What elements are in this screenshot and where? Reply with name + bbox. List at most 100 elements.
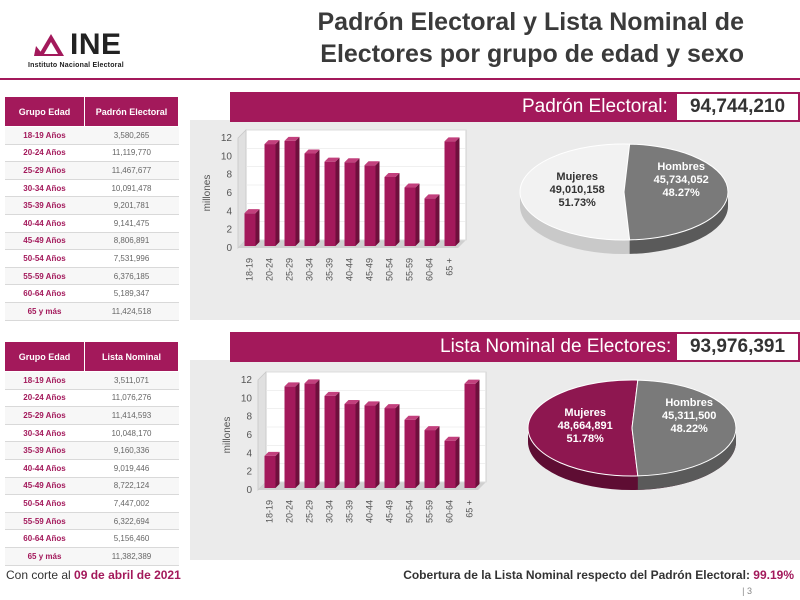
padron-table-body: 18-19 Años 3,580,265 20-24 Años 11,119,770 2… [4, 126, 179, 321]
value-cell: 11,467,677 [84, 161, 179, 180]
table-row: 25-29 Años 11,467,677 [4, 161, 179, 180]
y-tick-label: 6 [226, 188, 232, 199]
y-tick-label: 8 [226, 170, 232, 181]
coverage-label: Cobertura de la Lista Nominal respecto d… [403, 568, 750, 582]
x-tick-label: 35-39 [324, 258, 334, 281]
age-group-cell: 18-19 Años [4, 126, 85, 145]
bar-side [375, 161, 380, 246]
bar-side [255, 209, 260, 246]
age-group-cell: 18-19 Años [4, 371, 85, 390]
y-tick-label: 10 [221, 151, 233, 162]
x-tick-label: 20-24 [284, 500, 294, 523]
bar [324, 391, 340, 488]
bar [404, 415, 420, 488]
bar-front [244, 213, 256, 246]
value-cell: 11,424,518 [84, 302, 179, 321]
padron-band: Padrón Electoral: 94,744,210 [230, 92, 800, 122]
bar-side [415, 415, 420, 488]
bar-front [364, 405, 376, 488]
bar-front [264, 455, 276, 488]
bar-top [304, 149, 320, 154]
lista-table: Grupo Edad Lista Nominal 18-19 Años 3,511… [4, 341, 179, 566]
x-tick-label: 60-64 [444, 500, 454, 523]
value-cell: 8,722,124 [84, 477, 179, 496]
table-row: 55-59 Años 6,376,185 [4, 267, 179, 286]
pie-hombres-pct: 48.27% [663, 187, 701, 199]
y-tick-label: 2 [226, 225, 232, 236]
x-tick-label: 25-29 [304, 500, 314, 523]
lista-col-group: Grupo Edad [4, 341, 85, 372]
page-title: Padrón Electoral y Lista Nominal de Elec… [274, 6, 744, 70]
y-axis-label: millones [202, 175, 213, 212]
table-row: 20-24 Años 11,119,770 [4, 144, 179, 163]
age-group-cell: 40-44 Años [4, 214, 85, 233]
age-group-cell: 30-34 Años [4, 179, 85, 198]
bar-side [315, 149, 320, 246]
bar-front [344, 404, 356, 488]
age-group-cell: 35-39 Años [4, 441, 85, 460]
table-row: 55-59 Años 6,322,694 [4, 512, 179, 531]
value-cell: 11,119,770 [84, 144, 179, 163]
bar [244, 209, 260, 246]
age-group-cell: 50-54 Años [4, 494, 85, 513]
x-tick-label: 45-49 [364, 258, 374, 281]
table-row: 40-44 Años 9,019,446 [4, 459, 179, 478]
table-row: 40-44 Años 9,141,475 [4, 214, 179, 233]
x-tick-label: 50-54 [384, 258, 394, 281]
y-tick-label: 0 [226, 243, 232, 254]
x-tick-label: 65 + [444, 258, 454, 276]
bar-side [355, 400, 360, 488]
bar-top [424, 194, 440, 199]
bar-side [295, 382, 300, 488]
bar-front [404, 419, 416, 488]
x-tick-label: 55-59 [404, 258, 414, 281]
table-row: 18-19 Años 3,580,265 [4, 126, 179, 145]
lista-band-label: Lista Nominal de Electores: [440, 336, 672, 357]
bar-front [364, 165, 376, 246]
age-group-cell: 50-54 Años [4, 249, 85, 268]
age-group-cell: 25-29 Años [4, 406, 85, 425]
padron-col-group: Grupo Edad [4, 96, 85, 127]
age-group-cell: 25-29 Años [4, 161, 85, 180]
bar-top [464, 379, 480, 384]
padron-col-value: Padrón Electoral [84, 96, 179, 127]
bar-side [395, 172, 400, 246]
bar [264, 451, 280, 488]
x-tick-label: 30-34 [324, 500, 334, 523]
x-tick-label: 25-29 [284, 258, 294, 281]
bar [284, 136, 300, 246]
page-number: | 3 [742, 586, 752, 596]
bar-side [355, 158, 360, 246]
coverage-value: 99.19% [753, 568, 794, 582]
logo-subtitle: Instituto Nacional Electoral [28, 62, 124, 69]
header-divider [0, 78, 800, 80]
bar [364, 401, 380, 488]
bar-front [444, 440, 456, 488]
bar-side [295, 136, 300, 246]
value-cell: 5,189,347 [84, 284, 179, 303]
age-group-cell: 65 y más [4, 547, 85, 566]
padron-total: 94,744,210 [675, 92, 800, 122]
y-tick-label: 6 [246, 430, 252, 441]
bar-front [384, 176, 396, 246]
value-cell: 5,156,460 [84, 529, 179, 548]
bar [424, 194, 440, 246]
bar [444, 137, 460, 246]
age-group-cell: 65 y más [4, 302, 85, 321]
bar-front [344, 162, 356, 246]
y-axis-label: millones [222, 417, 233, 454]
value-cell: 11,076,276 [84, 389, 179, 408]
bar [344, 400, 360, 488]
bar-front [424, 198, 436, 246]
value-cell: 3,511,071 [84, 371, 179, 390]
table-row: 65 y más 11,382,389 [4, 547, 179, 566]
age-group-cell: 20-24 Años [4, 144, 85, 163]
pie-hombres-label: Hombres [657, 161, 705, 173]
bar-top [364, 401, 380, 406]
value-cell: 9,201,781 [84, 196, 179, 215]
bar-top [344, 400, 360, 405]
y-tick-label: 0 [246, 485, 252, 496]
bar-top [304, 379, 320, 384]
bar-side [335, 157, 340, 246]
